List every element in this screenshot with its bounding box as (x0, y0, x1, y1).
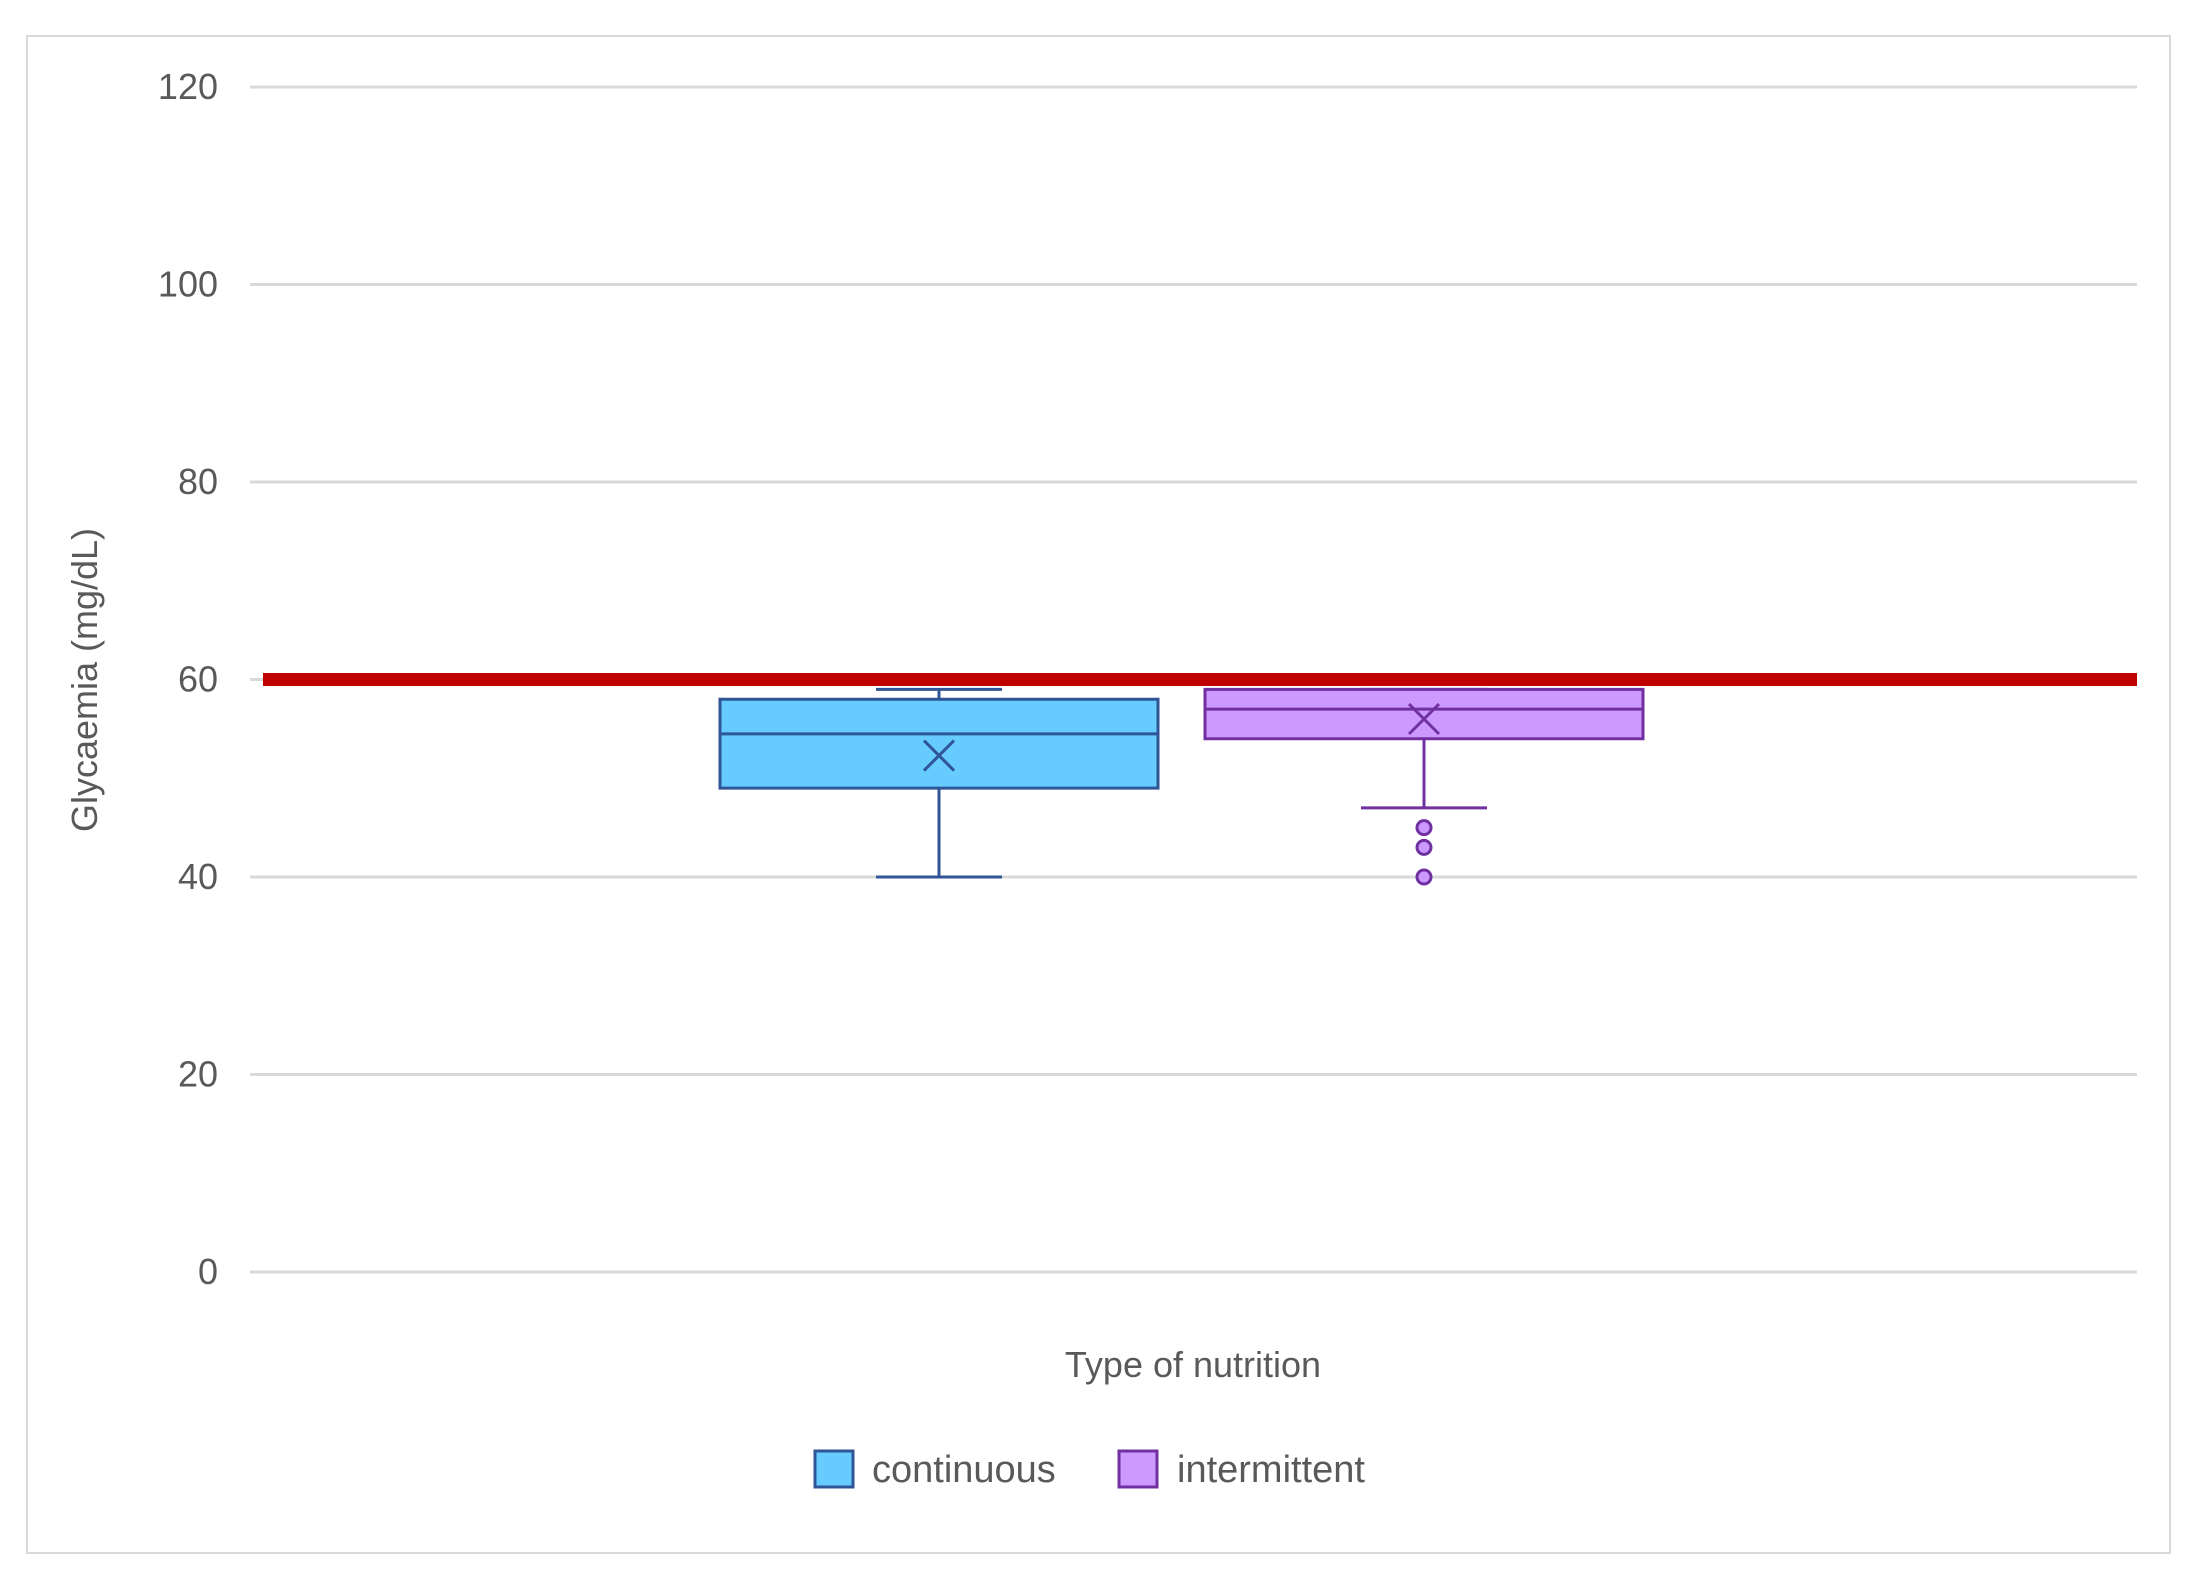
interquartile-box (1203, 687, 1645, 741)
y-tick-label: 120 (158, 66, 218, 107)
box-continuous (718, 687, 1160, 879)
legend-swatch (813, 1449, 855, 1489)
x-axis-label: Type of nutrition (1065, 1344, 1321, 1385)
legend-item-continuous: continuous (813, 1449, 1056, 1491)
y-tick-label: 0 (198, 1251, 218, 1292)
outlier-point (1415, 819, 1433, 837)
y-tick-label: 100 (158, 264, 218, 305)
outlier-point (1415, 838, 1433, 856)
mean-marker (1407, 702, 1441, 736)
legend-item-intermittent: intermittent (1117, 1449, 1365, 1491)
legend-label: intermittent (1177, 1449, 1365, 1491)
y-tick-label: 80 (178, 461, 218, 502)
y-tick-label: 40 (178, 856, 218, 897)
y-tick-label: 20 (178, 1054, 218, 1095)
legend-label: continuous (872, 1449, 1056, 1491)
interquartile-box (718, 697, 1160, 790)
legend-swatch (1117, 1449, 1159, 1489)
y-axis-label: Glycaemia (mg/dL) (64, 528, 105, 832)
legend: continuous intermittent (813, 1449, 1365, 1491)
box-series (718, 687, 1645, 886)
y-axis-ticks: 0 20 40 60 80 100 120 (158, 66, 218, 1292)
y-tick-label: 60 (178, 659, 218, 700)
mean-marker (922, 739, 956, 772)
box-intermittent (1203, 687, 1645, 886)
outlier-point (1415, 868, 1433, 886)
chart-border (26, 35, 2171, 1554)
